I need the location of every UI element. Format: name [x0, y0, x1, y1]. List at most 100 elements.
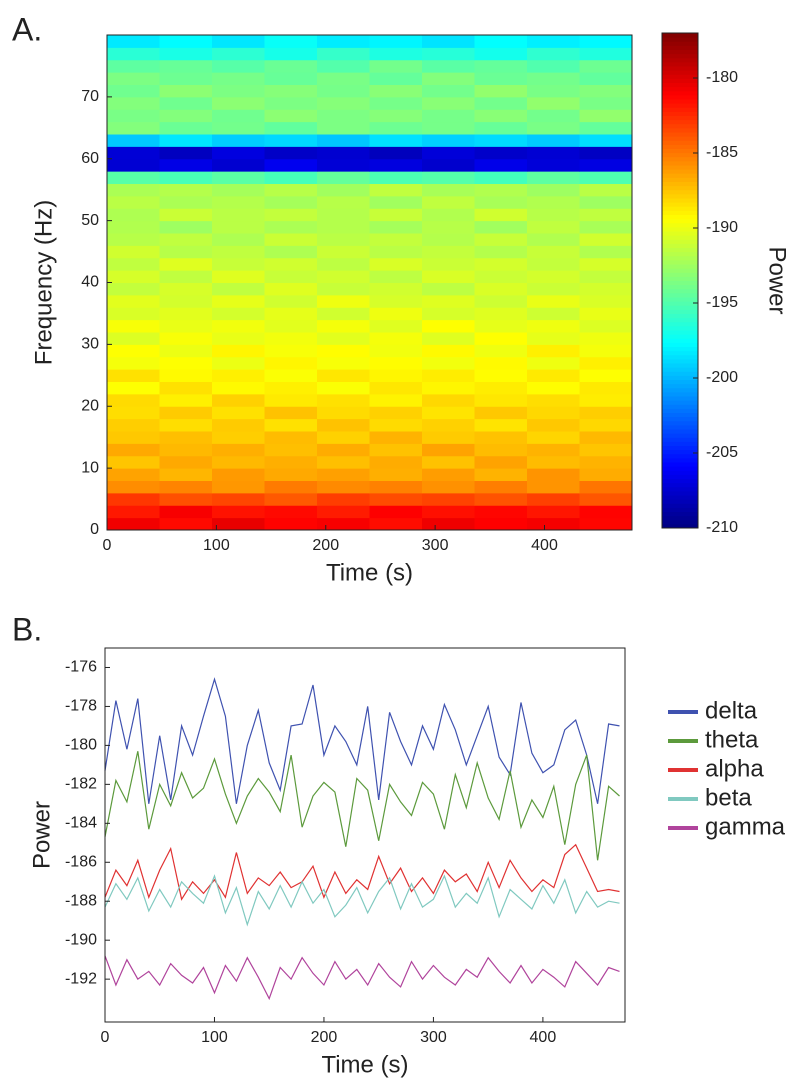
colorbar-frame [661, 32, 699, 529]
x-axis-label: Time (s) [321, 1051, 408, 1078]
colorbar-segment [662, 136, 698, 141]
heatmap-cell [264, 294, 318, 308]
heatmap-cell [107, 109, 160, 123]
heatmap-cell [212, 59, 265, 73]
colorbar-segment [662, 247, 698, 253]
heatmap-cell [527, 294, 580, 308]
heatmap-cell [527, 195, 580, 209]
heatmap-cell [527, 59, 580, 73]
heatmap-cell [369, 307, 423, 321]
heatmap-cell [159, 35, 213, 48]
heatmap-cell [474, 47, 528, 61]
heatmap-cell [159, 393, 213, 407]
heatmap-cell [317, 109, 370, 123]
colorbar-segment [662, 268, 698, 273]
heatmap-cell [107, 282, 160, 296]
heatmap-cell [527, 220, 580, 234]
heatmap-cell [579, 233, 633, 246]
heatmap-cell [317, 208, 370, 222]
heatmap-cell [422, 431, 475, 444]
heatmap-cell [369, 220, 423, 234]
colorbar-tick-label: -210 [706, 519, 738, 536]
heatmap-cell [422, 332, 475, 345]
heatmap-cell [527, 393, 580, 407]
heatmap-cell [212, 356, 265, 370]
heatmap-cell [264, 455, 318, 469]
colorbar-segment [662, 424, 698, 430]
heatmap-cell [159, 59, 213, 73]
panel-label: A. [12, 11, 42, 47]
heatmap-cell [579, 468, 633, 481]
heatmap-cell [159, 356, 213, 370]
colorbar-segment [662, 103, 698, 108]
heatmap-cell [474, 282, 528, 296]
heatmap-cell [579, 134, 633, 147]
heatmap-cell [317, 505, 370, 519]
x-tick-label: 200 [311, 1029, 338, 1046]
heatmap-cell [107, 121, 160, 135]
heatmap-cell [264, 319, 318, 333]
x-tick-label: 0 [103, 537, 112, 554]
heatmap-cell [159, 208, 213, 222]
colorbar-segment [662, 140, 698, 145]
heatmap-cell [369, 183, 423, 197]
heatmap-cell [474, 344, 528, 358]
heatmap-cell [579, 195, 633, 209]
heatmap-cell [527, 381, 580, 395]
heatmap-cell [159, 468, 213, 481]
colorbar-segment [662, 251, 698, 257]
heatmap-cell [422, 270, 475, 283]
heatmap-cell [527, 282, 580, 296]
heatmap-cell [369, 72, 423, 85]
heatmap-cell [264, 233, 318, 246]
colorbar-segment [662, 226, 698, 232]
heatmap-cell [527, 171, 580, 184]
heatmap-cell [369, 171, 423, 184]
colorbar-segment [662, 490, 698, 496]
heatmap-cell [527, 35, 580, 48]
colorbar-segment [662, 495, 698, 500]
colorbar-segment [662, 470, 698, 475]
heatmap-cell [317, 418, 370, 432]
heatmap-cell [422, 195, 475, 209]
heatmap-cell [159, 381, 213, 395]
heatmap-cell [579, 257, 633, 271]
heatmap-cell [579, 307, 633, 321]
heatmap-cell [317, 319, 370, 333]
colorbar-segment [662, 276, 698, 281]
heatmap-cell [317, 183, 370, 197]
heatmap-cell [527, 431, 580, 444]
heatmap-cell [422, 406, 475, 420]
heatmap-cell [107, 294, 160, 308]
heatmap-cell [527, 332, 580, 345]
heatmap-cell [107, 381, 160, 395]
heatmap-cell [317, 245, 370, 259]
colorbar-segment [662, 198, 698, 203]
heatmap-cell [527, 505, 580, 519]
colorbar-segment [662, 453, 698, 459]
colorbar-segment [662, 74, 698, 79]
y-tick-label: -176 [65, 659, 97, 676]
heatmap-cell [422, 257, 475, 271]
heatmap-cell [527, 96, 580, 110]
colorbar-segment [662, 338, 698, 343]
heatmap-cell [474, 455, 528, 469]
legend-label: theta [705, 726, 759, 753]
colorbar-segment [662, 70, 698, 75]
heatmap-cell [579, 208, 633, 222]
heatmap-cell [474, 233, 528, 246]
heatmap-cell [474, 332, 528, 345]
heatmap-cell [579, 220, 633, 234]
heatmap-cell [579, 109, 633, 123]
heatmap-cell [264, 282, 318, 296]
heatmap-cell [159, 282, 213, 296]
heatmap-cell [159, 47, 213, 61]
heatmap-cell [369, 480, 423, 494]
heatmap-cell [212, 146, 265, 160]
heatmap-cell [474, 356, 528, 370]
y-tick-label: -190 [65, 931, 97, 948]
colorbar-segment [662, 354, 698, 360]
heatmap-cell [579, 282, 633, 296]
heatmap-cell [579, 35, 633, 48]
